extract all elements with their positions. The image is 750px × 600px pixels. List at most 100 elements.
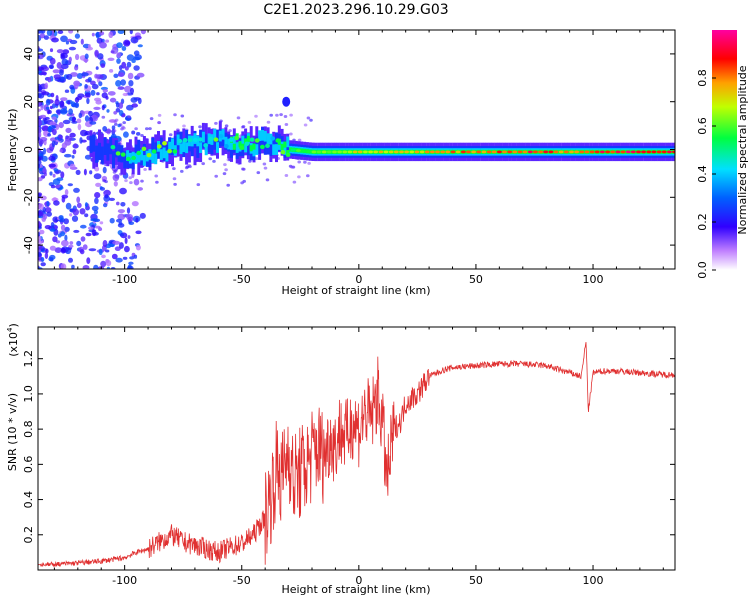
spectrogram-cell: [290, 165, 294, 169]
spectrogram-cell: [636, 150, 641, 154]
spectrogram-cell: [196, 135, 200, 147]
spectrogram-cell: [39, 211, 44, 217]
spectrogram-cell: [65, 202, 72, 210]
spectrogram-cell: [106, 266, 110, 269]
spectrogram-cell: [307, 161, 311, 165]
spectrogram-cell: [113, 181, 118, 187]
spectrogram-cell: [280, 143, 284, 150]
spectrogram-cell: [129, 181, 133, 185]
spectrogram-cell: [45, 248, 49, 254]
spectrogram-cell: [115, 108, 121, 113]
spectrogram-cell: [173, 136, 177, 154]
colorbar-tick-label: 0.2: [696, 213, 709, 231]
spectrogram-cell: [133, 50, 140, 56]
y-tick-label: 0.2: [22, 526, 35, 544]
snr-panel: -100 -50 0 50 100 0.2 0.4 0.6 0.8 1.0 1.2 Height …: [6, 323, 676, 596]
spectrogram-cell: [157, 113, 162, 117]
spectrogram-cell: [48, 163, 56, 168]
spectrogram-cell: [69, 241, 74, 245]
spectrogram-cell: [165, 150, 169, 162]
spectrogram-cell: [67, 183, 74, 187]
spectrogram-cell: [80, 38, 84, 45]
spectrogram-cell: [230, 139, 233, 150]
spectrogram-cell: [79, 249, 85, 255]
spectrogram-cell: [49, 48, 54, 53]
spectrogram-cell: [149, 117, 154, 121]
spectrogram-cell: [55, 124, 60, 130]
spectrogram-cell: [135, 217, 139, 223]
spectrogram-cell: [40, 262, 46, 267]
spectrogram-cell: [414, 150, 420, 154]
spectrogram-cell: [43, 147, 46, 155]
spectrogram-cell: [142, 144, 146, 162]
spectrogram-cell: [301, 149, 306, 153]
spectrogram-cell: [210, 136, 214, 155]
spectrogram-cell: [246, 138, 250, 156]
spectrogram-cell: [51, 37, 59, 43]
spectrogram-cell: [49, 245, 57, 251]
spectrogram-cell: [61, 196, 66, 203]
spectrogram-cell: [297, 175, 301, 179]
spectrogram-cell: [128, 80, 134, 87]
snr-y-label: SNR (10 * v/v): [6, 393, 19, 471]
spectrogram-cell: [116, 58, 121, 64]
spectrogram-cell: [651, 150, 657, 154]
spectrogram-cell: [254, 138, 260, 143]
spectrogram-cell: [98, 248, 103, 255]
spectrogram-cell: [584, 150, 590, 154]
spectrogram-cell: [91, 32, 95, 37]
y-tick-label: 1.0: [22, 385, 35, 403]
spectrogram-cell: [145, 127, 149, 131]
spectrogram-cell: [46, 211, 52, 217]
spectrogram-cell: [258, 130, 262, 141]
spectrogram-cell: [630, 150, 636, 154]
spectrogram-cell: [47, 110, 52, 114]
spectrogram-cell: [103, 203, 108, 208]
spectrogram-cell: [60, 108, 68, 115]
spectrogram-cell: [124, 85, 132, 93]
spectrogram-cell: [88, 110, 93, 117]
spectrogram-cell: [64, 153, 72, 158]
spectrogram-cell: [201, 162, 205, 166]
spectrogram-cell: [223, 144, 229, 149]
spectrogram-cell: [38, 89, 42, 93]
spectrogram-cell: [81, 72, 89, 77]
spectrogram-cell: [574, 150, 579, 154]
spectrogram-cell: [234, 135, 240, 141]
spectrogram-cell: [64, 234, 68, 242]
colorbar: 0.0 0.2 0.4 0.6 0.8 Normalized spectral ampl…: [696, 30, 749, 279]
spectrogram-cell: [184, 166, 189, 170]
colorbar-gradient: [712, 30, 737, 270]
spectrogram-cell: [136, 150, 142, 156]
spectrogram-cell: [42, 167, 47, 174]
spectrogram-cell: [61, 58, 69, 66]
spectrogram-cell: [62, 119, 71, 125]
spectrogram-cell: [316, 150, 322, 154]
spectrogram-cell: [60, 224, 66, 231]
x-tick-label: 100: [583, 273, 604, 286]
spectrogram-cell: [92, 134, 96, 152]
spectrogram-cell: [60, 231, 66, 237]
spectrogram-cell: [124, 237, 128, 244]
spectrogram-cell: [38, 235, 42, 243]
x-tick-label: 0: [355, 273, 362, 286]
spectrogram-cell: [120, 152, 126, 157]
spectrogram-cell: [236, 116, 241, 120]
spectrogram-cell: [95, 182, 102, 187]
spectrogram-cell: [88, 248, 97, 252]
spectrogram-cell: [227, 138, 231, 150]
spectrogram-cell: [58, 134, 63, 139]
spectrogram-cell: [424, 150, 430, 154]
spectrogram-cell: [43, 35, 50, 40]
spectrogram-cell: [95, 31, 100, 39]
spectrogram-cell: [173, 182, 177, 186]
spectrogram-cell: [75, 53, 80, 61]
spectrogram-cell: [445, 150, 451, 154]
spectrogram-cell: [118, 65, 123, 71]
spectrogram-cell: [625, 150, 631, 154]
spectrogram-cell: [133, 56, 141, 61]
spectrogram-cell: [282, 96, 291, 107]
spectrogram-cell: [143, 168, 147, 171]
spectrogram-cell: [142, 155, 146, 166]
